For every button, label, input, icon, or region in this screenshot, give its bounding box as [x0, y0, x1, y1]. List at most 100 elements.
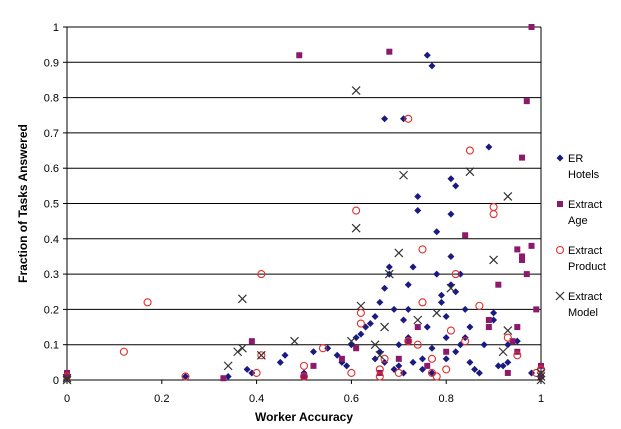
data-point	[523, 98, 530, 105]
data-point	[503, 326, 513, 336]
data-point	[356, 301, 366, 311]
data-point	[356, 319, 365, 328]
data-point	[309, 348, 317, 356]
y-tick-label: 0.2	[44, 304, 59, 316]
data-point	[346, 336, 356, 346]
data-point	[181, 372, 190, 381]
data-point	[400, 316, 408, 324]
y-tick-label: 0.1	[44, 340, 59, 352]
data-point	[223, 361, 233, 371]
data-point	[248, 338, 255, 345]
data-point	[380, 354, 389, 363]
data-point	[404, 281, 412, 289]
data-point	[489, 255, 499, 265]
data-point	[447, 252, 455, 260]
data-point	[301, 373, 307, 380]
data-point	[514, 246, 521, 253]
x-tick-label: 1	[538, 393, 544, 405]
data-point	[494, 362, 502, 370]
data-point	[432, 308, 442, 318]
data-point	[394, 248, 404, 258]
data-point	[418, 298, 427, 307]
data-point	[395, 341, 403, 349]
data-point	[432, 372, 441, 381]
data-point	[413, 340, 422, 349]
data-point	[427, 354, 437, 363]
data-point	[347, 368, 356, 377]
data-point	[536, 375, 546, 385]
data-point	[414, 207, 422, 215]
y-tick-label: 0.7	[44, 128, 59, 140]
data-point	[514, 324, 521, 331]
data-point	[452, 182, 460, 190]
data-point	[64, 373, 70, 380]
legend-label: Hotels	[568, 169, 600, 181]
data-point	[523, 271, 530, 278]
data-point	[237, 294, 247, 304]
data-point	[299, 361, 309, 370]
data-point	[433, 228, 441, 236]
data-point	[351, 223, 361, 233]
data-point	[509, 338, 516, 345]
data-point	[370, 340, 380, 350]
data-point	[536, 372, 546, 381]
data-point	[143, 298, 152, 307]
legend-label: Extract	[568, 291, 602, 303]
data-point	[465, 167, 475, 177]
data-point	[528, 242, 535, 249]
data-point	[404, 114, 413, 123]
data-point	[338, 355, 345, 362]
data-point	[452, 288, 460, 296]
data-point	[485, 143, 493, 151]
data-point	[119, 347, 128, 356]
data-point	[257, 351, 266, 360]
data-point	[485, 316, 492, 323]
data-point	[182, 372, 189, 380]
y-tick-label: 1	[53, 22, 59, 34]
legend-marker-2	[555, 245, 565, 255]
legend-label: Model	[568, 307, 598, 319]
y-tick-label: 0.3	[44, 269, 59, 281]
data-point	[423, 323, 431, 331]
data-point	[475, 301, 484, 310]
y-tick-label: 0.8	[44, 93, 59, 105]
data-point	[356, 308, 365, 317]
data-point	[352, 206, 361, 215]
legend-label: Extract	[568, 245, 602, 257]
data-point	[533, 306, 540, 313]
data-point	[414, 192, 422, 200]
x-tick-label: 0.8	[439, 393, 454, 405]
data-point	[384, 269, 394, 279]
data-point	[466, 358, 474, 366]
data-point	[380, 322, 390, 332]
data-point	[376, 298, 384, 306]
data-points	[62, 24, 546, 385]
data-point	[299, 372, 309, 381]
data-point	[442, 334, 450, 342]
data-point	[371, 355, 379, 363]
data-point	[281, 351, 289, 359]
data-point	[395, 355, 402, 362]
data-point	[490, 309, 498, 317]
legend-label: ER	[568, 153, 583, 165]
data-point	[409, 358, 417, 366]
data-point	[62, 375, 72, 385]
data-point	[447, 175, 455, 183]
data-point	[519, 154, 526, 161]
data-point	[220, 375, 227, 382]
data-point	[366, 320, 374, 328]
data-point	[233, 347, 243, 357]
data-point	[290, 336, 299, 346]
data-point	[499, 362, 507, 370]
y-tick-label: 0.4	[44, 234, 59, 246]
data-point	[357, 330, 365, 338]
data-point	[404, 337, 413, 346]
data-point	[310, 362, 317, 369]
data-point	[528, 24, 535, 30]
data-point	[461, 305, 469, 313]
data-point	[504, 358, 512, 366]
data-point	[414, 324, 421, 331]
data-point	[243, 365, 251, 373]
data-point	[465, 146, 474, 155]
legend-marker-3	[555, 291, 565, 301]
